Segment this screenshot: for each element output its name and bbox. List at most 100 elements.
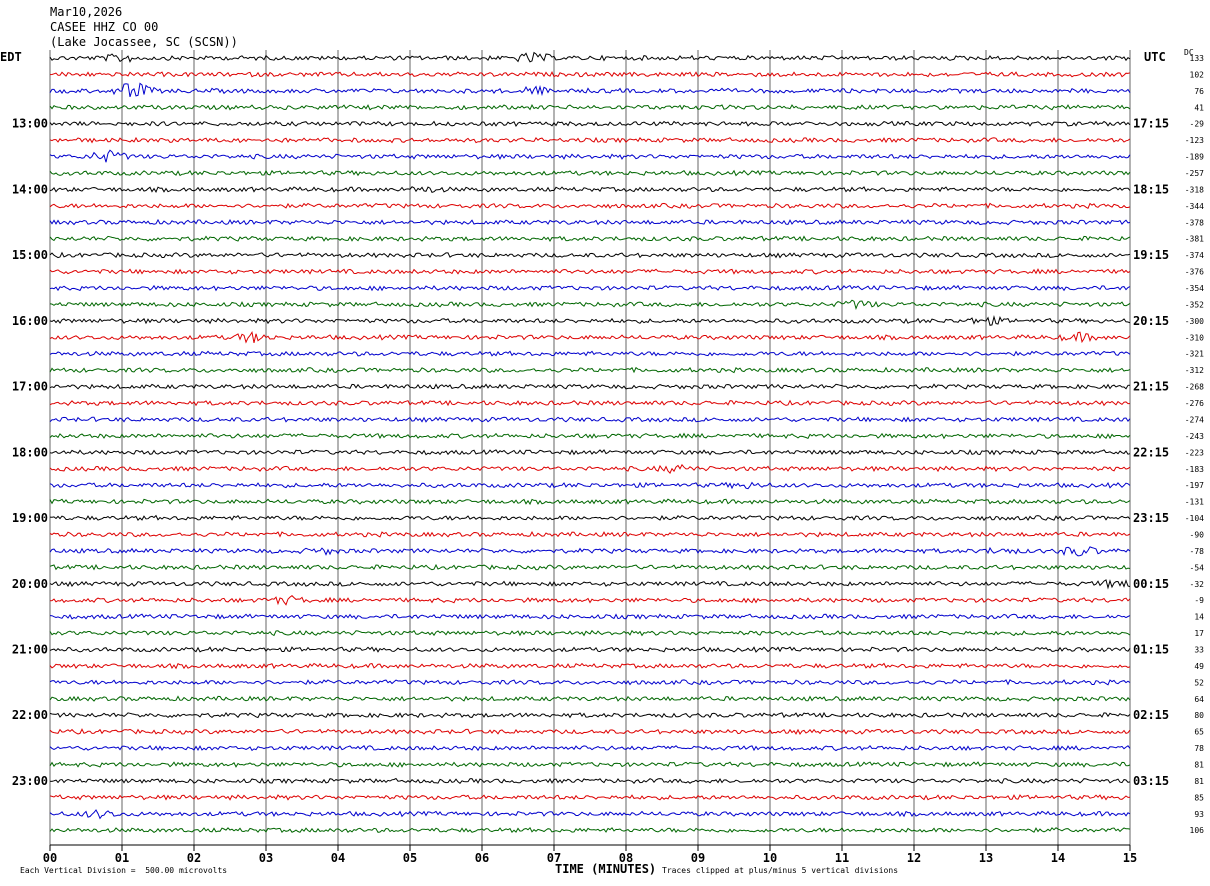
dc-offset-label: -344	[1185, 202, 1204, 211]
seismic-trace	[49, 481, 1131, 490]
x-tick-label: 02	[187, 851, 201, 865]
dc-offset-label: 76	[1194, 87, 1204, 96]
seismic-trace	[49, 169, 1131, 177]
right-time-label: 19:15	[1133, 248, 1169, 262]
right-time-label: 18:15	[1133, 182, 1169, 196]
x-tick-label: 05	[403, 851, 417, 865]
dc-offset-label: -374	[1185, 251, 1204, 260]
dc-offset-label: 14	[1194, 613, 1204, 622]
dc-offset-label: -243	[1185, 432, 1204, 441]
x-tick-label: 06	[475, 851, 489, 865]
seismic-trace	[49, 809, 1131, 820]
dc-offset-label: -197	[1185, 481, 1204, 490]
right-time-label: 01:15	[1133, 642, 1169, 656]
seismic-trace	[49, 463, 1131, 474]
seismic-trace	[49, 350, 1131, 357]
seismic-trace	[49, 149, 1131, 163]
dc-offset-label: -32	[1190, 580, 1205, 589]
left-time-label: 16:00	[12, 314, 48, 328]
seismic-trace	[49, 595, 1131, 606]
seismic-trace	[49, 366, 1131, 374]
dc-offset-label: -300	[1185, 317, 1204, 326]
seismic-trace	[49, 136, 1131, 144]
seismic-trace	[49, 449, 1131, 456]
dc-offset-label: -354	[1185, 284, 1204, 293]
dc-offset-label: -131	[1185, 498, 1204, 507]
axis-labels: 00 01 02 03 04 05 06 07 08 09 10 11 12 13 14 15 133 102 76…	[12, 54, 1204, 865]
right-time-label: 17:15	[1133, 117, 1169, 131]
seismic-trace	[49, 695, 1131, 702]
dc-offset-label: -276	[1185, 399, 1204, 408]
dc-offset-label: -376	[1185, 268, 1204, 277]
seismic-trace	[49, 679, 1131, 686]
dc-offset-label: 81	[1194, 760, 1204, 769]
x-tick-label: 13	[979, 851, 993, 865]
dc-offset-label: 93	[1194, 810, 1204, 819]
dc-offset-label: -268	[1185, 383, 1204, 392]
seismic-trace	[49, 662, 1131, 670]
dc-offset-label: -189	[1185, 153, 1204, 162]
seismic-trace	[49, 383, 1131, 390]
dc-offset-label: 85	[1194, 793, 1204, 802]
x-tick-label: 12	[907, 851, 921, 865]
seismic-trace	[49, 794, 1131, 801]
dc-offset-label: -90	[1190, 530, 1205, 539]
seismic-trace	[49, 629, 1131, 637]
left-time-label: 22:00	[12, 708, 48, 722]
dc-offset-label: 41	[1194, 103, 1204, 112]
dc-offset-label: 49	[1194, 662, 1204, 671]
seismic-trace	[49, 711, 1131, 719]
seismic-trace	[49, 82, 1131, 98]
x-tick-label: 04	[331, 851, 345, 865]
seismic-trace	[49, 498, 1131, 506]
dc-offset-label: -223	[1185, 448, 1204, 457]
dc-offset-label: 81	[1194, 777, 1204, 786]
dc-offset-label: -318	[1185, 185, 1204, 194]
scale-note: Each Vertical Division = 500.00 microvol…	[20, 866, 228, 875]
clip-note: Traces clipped at plus/minus 5 vertical …	[662, 866, 899, 875]
right-time-label: 20:15	[1133, 314, 1169, 328]
right-time-label: 00:15	[1133, 577, 1169, 591]
dc-offset-label: -257	[1185, 169, 1204, 178]
seismic-trace	[49, 71, 1131, 78]
seismic-trace	[49, 284, 1131, 292]
dc-offset-label: -274	[1185, 415, 1204, 424]
dc-offset-label: -352	[1185, 300, 1204, 309]
right-time-label: 23:15	[1133, 511, 1169, 525]
seismic-trace	[49, 826, 1131, 834]
seismic-traces	[49, 51, 1131, 834]
seismic-trace	[49, 728, 1131, 735]
dc-offset-label: -9	[1194, 596, 1204, 605]
right-time-label: 03:15	[1133, 774, 1169, 788]
x-tick-label: 11	[835, 851, 849, 865]
seismic-trace	[49, 646, 1131, 653]
dc-offset-label: -312	[1185, 366, 1204, 375]
left-time-label: 20:00	[12, 577, 48, 591]
left-time-label: 21:00	[12, 642, 48, 656]
right-time-label: 02:15	[1133, 708, 1169, 722]
seismic-trace	[49, 579, 1131, 590]
seismic-trace	[49, 330, 1131, 344]
seismic-trace	[49, 563, 1131, 571]
station-label: CASEE HHZ CO 00	[50, 20, 159, 34]
left-time-label: 23:00	[12, 774, 48, 788]
seismic-trace	[49, 235, 1131, 242]
left-time-label: 17:00	[12, 380, 48, 394]
dc-offset-label: 80	[1194, 711, 1204, 720]
dc-offset-label: -123	[1185, 136, 1204, 145]
dc-offset-label: -78	[1190, 547, 1205, 556]
seismic-trace	[49, 251, 1131, 259]
dc-offset-label: 64	[1194, 695, 1204, 704]
x-tick-label: 00	[43, 851, 57, 865]
seismic-trace	[49, 315, 1131, 326]
seismic-trace	[49, 399, 1130, 407]
seismic-trace	[49, 268, 1131, 275]
left-time-label: 15:00	[12, 248, 48, 262]
dc-offset-label: 78	[1194, 744, 1204, 753]
x-tick-label: 01	[115, 851, 129, 865]
x-tick-label: 14	[1051, 851, 1065, 865]
seismic-trace	[49, 777, 1131, 785]
x-axis-title: TIME (MINUTES)	[555, 862, 657, 876]
seismic-trace	[49, 761, 1131, 768]
